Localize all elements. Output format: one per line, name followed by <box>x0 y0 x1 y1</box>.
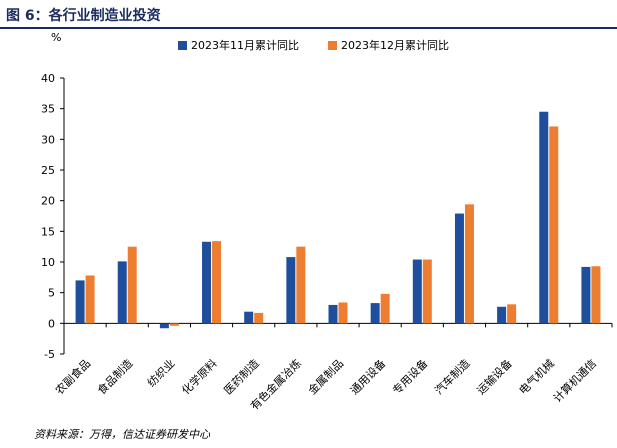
bar-series-2 <box>169 323 179 326</box>
title-divider <box>0 27 617 29</box>
legend-label-series-2: 2023年12月累计同比 <box>341 39 449 52</box>
y-tick-label: 25 <box>41 164 55 177</box>
bar-series-1 <box>539 111 549 324</box>
bar-series-1 <box>202 241 212 324</box>
y-tick-label: 40 <box>41 72 55 85</box>
x-tick-label: 纺织业 <box>144 356 177 389</box>
y-tick-label: 15 <box>41 225 55 238</box>
bar-series-2 <box>464 204 474 324</box>
bar-series-2 <box>591 266 601 324</box>
chart-title: 图 6：各行业制造业投资 <box>6 8 161 24</box>
legend-swatch-series-2 <box>328 40 337 50</box>
bar-series-1 <box>159 323 169 329</box>
legend: 2023年11月累计同比 2023年12月累计同比 <box>0 37 617 53</box>
bar-series-1 <box>286 257 296 324</box>
bar-series-2 <box>296 246 306 324</box>
bar-series-2 <box>212 241 222 324</box>
x-tick-label: 食品制造 <box>94 356 135 397</box>
y-axis-unit: % <box>51 31 62 44</box>
bar-series-1 <box>581 266 591 324</box>
bar-series-2 <box>127 246 137 324</box>
y-tick-label: 5 <box>48 287 55 300</box>
x-tick-label: 化学原料 <box>179 356 220 397</box>
source-note: 资料来源：万得，信达证券研发中心 <box>34 428 210 441</box>
x-tick-label: 医药制造 <box>221 356 262 397</box>
bar-series-1 <box>117 261 127 324</box>
bar-series-2 <box>422 259 432 324</box>
bar-series-1 <box>75 280 85 324</box>
y-tick-label: 35 <box>41 103 55 116</box>
y-tick-label: -5 <box>44 348 55 361</box>
x-tick-label: 计算机通信 <box>550 356 599 405</box>
y-tick-label: 0 <box>48 317 55 330</box>
legend-item-series-1: 2023年11月累计同比 <box>178 37 299 53</box>
x-tick-label: 通用设备 <box>347 356 388 397</box>
bar-series-1 <box>454 213 464 324</box>
bar-series-1 <box>497 306 507 324</box>
x-tick-label: 专用设备 <box>389 356 430 397</box>
bar-series-1 <box>328 304 338 324</box>
x-tick-label: 汽车制造 <box>432 356 473 397</box>
legend-item-series-2: 2023年12月累计同比 <box>328 37 449 53</box>
bar-series-2 <box>85 275 95 324</box>
x-tick-label: 电气机械 <box>516 356 557 397</box>
x-tick-label: 金属制品 <box>305 356 346 397</box>
bar-series-1 <box>370 303 380 324</box>
legend-swatch-series-1 <box>178 40 187 50</box>
bar-series-2 <box>507 304 517 324</box>
bar-series-2 <box>254 312 264 324</box>
bar-series-2 <box>380 293 390 324</box>
bar-series-2 <box>549 126 559 324</box>
legend-label-series-1: 2023年11月累计同比 <box>191 39 299 52</box>
x-tick-label: 农副食品 <box>52 356 93 397</box>
y-tick-label: 30 <box>41 133 55 146</box>
y-tick-label: 10 <box>41 256 55 269</box>
x-tick-label: 运输设备 <box>474 356 515 397</box>
y-tick-label: 20 <box>41 195 55 208</box>
bar-series-2 <box>338 302 348 324</box>
bar-series-1 <box>412 259 422 324</box>
bar-series-1 <box>244 311 254 324</box>
